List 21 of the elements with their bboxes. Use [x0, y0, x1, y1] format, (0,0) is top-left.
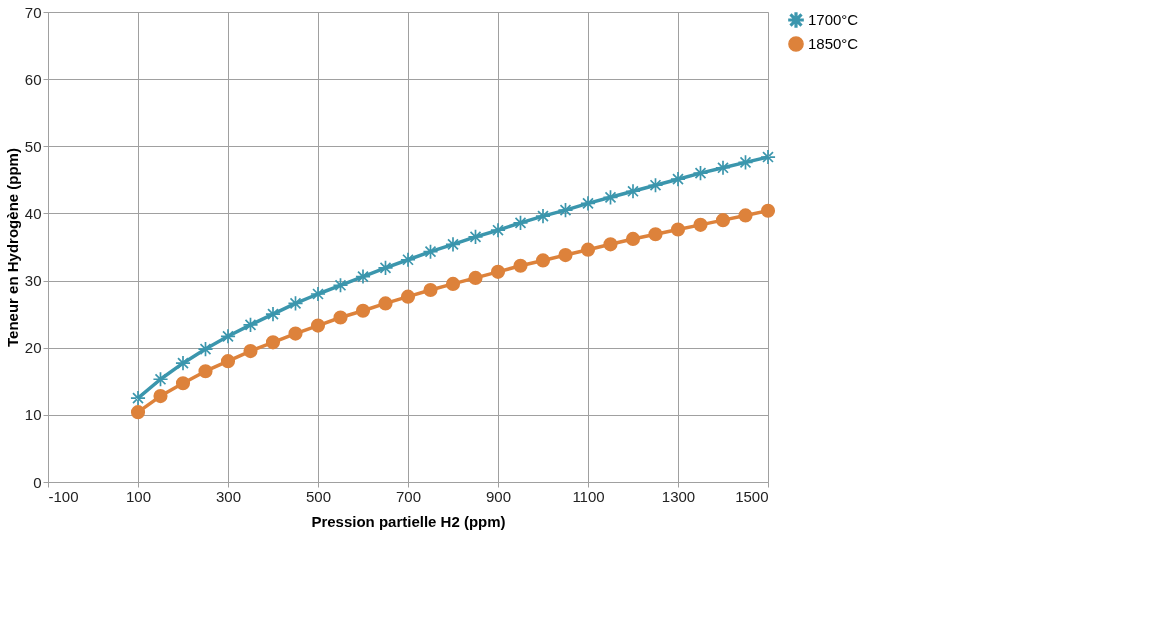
y-tick-label: 50 — [24, 137, 42, 155]
x-tick-label: 1500 — [735, 487, 769, 505]
x-tick-label: 1300 — [661, 487, 696, 505]
x-tick-label: 300 — [215, 487, 242, 505]
y-tick-label: 30 — [24, 272, 42, 290]
x-tick-label: -100 — [48, 487, 79, 505]
x-tick-label: 900 — [485, 487, 512, 505]
legend-label: 1700°C — [808, 11, 859, 28]
x-tick-label: 100 — [125, 487, 152, 505]
y-tick-label: 20 — [24, 339, 42, 357]
y-tick-label: 40 — [24, 204, 42, 222]
legend-label: 1850°C — [808, 35, 859, 52]
y-axis-title: Teneur en Hydrogène (ppm) — [3, 148, 21, 347]
x-tick-label: 1100 — [572, 487, 605, 505]
x-tick-label: 500 — [305, 487, 332, 505]
y-tick-label: 60 — [24, 70, 42, 88]
y-tick-label: 0 — [33, 473, 42, 491]
x-tick-label: 700 — [395, 487, 422, 505]
y-tick-label: 10 — [24, 406, 42, 424]
y-tick-label: 70 — [24, 3, 42, 21]
x-axis-title: Pression partielle H2 (ppm) — [311, 512, 506, 530]
